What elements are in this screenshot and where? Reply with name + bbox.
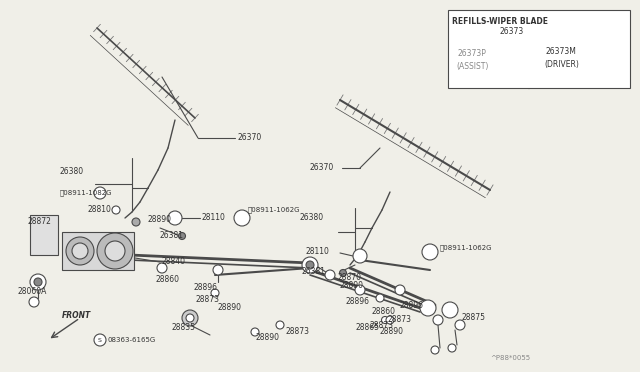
Text: 28835: 28835 [172, 324, 196, 333]
Circle shape [94, 334, 106, 346]
Text: 26380: 26380 [300, 214, 324, 222]
Circle shape [30, 274, 46, 290]
Circle shape [455, 320, 465, 330]
Text: 28060A: 28060A [18, 288, 47, 296]
Circle shape [386, 316, 394, 324]
Circle shape [179, 232, 186, 240]
Circle shape [395, 285, 405, 295]
Text: ⓝ08911-1062G: ⓝ08911-1062G [440, 245, 493, 251]
Text: 28860: 28860 [372, 308, 396, 317]
Text: 28810: 28810 [87, 205, 111, 215]
Circle shape [442, 302, 458, 318]
Text: 28890: 28890 [340, 280, 364, 289]
Text: 26380: 26380 [60, 167, 84, 176]
Circle shape [306, 261, 314, 269]
Text: 28873: 28873 [388, 315, 412, 324]
Text: ⓝ08911-1062G: ⓝ08911-1062G [248, 207, 301, 213]
Text: (DRIVER): (DRIVER) [544, 60, 579, 68]
Circle shape [94, 187, 106, 199]
Text: FRONT: FRONT [62, 311, 92, 321]
Text: 28890: 28890 [256, 334, 280, 343]
Text: ⓝ08911-1082G: ⓝ08911-1082G [60, 190, 113, 196]
Circle shape [433, 315, 443, 325]
Circle shape [276, 321, 284, 329]
Text: ^P88*0055: ^P88*0055 [490, 355, 530, 361]
Text: 28896: 28896 [345, 298, 369, 307]
Text: 28870: 28870 [337, 273, 361, 282]
Circle shape [72, 243, 88, 259]
Circle shape [168, 211, 182, 225]
Circle shape [234, 210, 250, 226]
Text: 28890: 28890 [380, 327, 404, 337]
Circle shape [448, 344, 456, 352]
Circle shape [302, 257, 318, 273]
Text: 28875: 28875 [462, 314, 486, 323]
Text: 28896: 28896 [194, 283, 218, 292]
Text: REFILLS-WIPER BLADE: REFILLS-WIPER BLADE [452, 17, 548, 26]
Circle shape [66, 237, 94, 265]
Text: 26381: 26381 [160, 231, 184, 240]
Circle shape [422, 244, 438, 260]
Text: (ASSIST): (ASSIST) [456, 61, 488, 71]
Circle shape [381, 317, 388, 324]
Circle shape [355, 285, 365, 295]
Circle shape [420, 300, 436, 316]
Circle shape [97, 233, 133, 269]
Text: 26370: 26370 [237, 134, 261, 142]
Text: 26373M: 26373M [546, 48, 577, 57]
Text: 28890: 28890 [148, 215, 172, 224]
Text: 28872: 28872 [28, 218, 52, 227]
Text: 26373P: 26373P [458, 49, 487, 58]
Circle shape [353, 249, 367, 263]
Text: 28890: 28890 [218, 304, 242, 312]
Text: 28110: 28110 [202, 214, 226, 222]
Text: 28873: 28873 [196, 295, 220, 305]
Text: 28873: 28873 [370, 321, 394, 330]
Circle shape [132, 218, 140, 226]
Text: 28896: 28896 [400, 301, 424, 310]
Text: 26373: 26373 [500, 28, 524, 36]
Circle shape [186, 314, 194, 322]
Circle shape [112, 206, 120, 214]
Circle shape [213, 265, 223, 275]
Text: 26381: 26381 [302, 267, 326, 276]
Text: S: S [98, 337, 102, 343]
Circle shape [339, 269, 346, 276]
Circle shape [34, 278, 42, 286]
Text: 28110: 28110 [306, 247, 330, 257]
Text: 28865: 28865 [355, 324, 379, 333]
Circle shape [105, 241, 125, 261]
Circle shape [157, 263, 167, 273]
Bar [448, 10, 630, 88]
Text: 26370: 26370 [310, 164, 334, 173]
Circle shape [182, 310, 198, 326]
Bar [62, 232, 134, 270]
Text: 28840: 28840 [162, 257, 186, 266]
Circle shape [431, 346, 439, 354]
Text: 08363-6165G: 08363-6165G [108, 337, 156, 343]
Circle shape [376, 294, 384, 302]
Text: 28860: 28860 [155, 276, 179, 285]
Circle shape [211, 289, 219, 297]
Circle shape [325, 270, 335, 280]
Circle shape [29, 297, 39, 307]
Circle shape [251, 328, 259, 336]
Bar [30, 215, 58, 255]
Text: 28873: 28873 [285, 327, 309, 337]
